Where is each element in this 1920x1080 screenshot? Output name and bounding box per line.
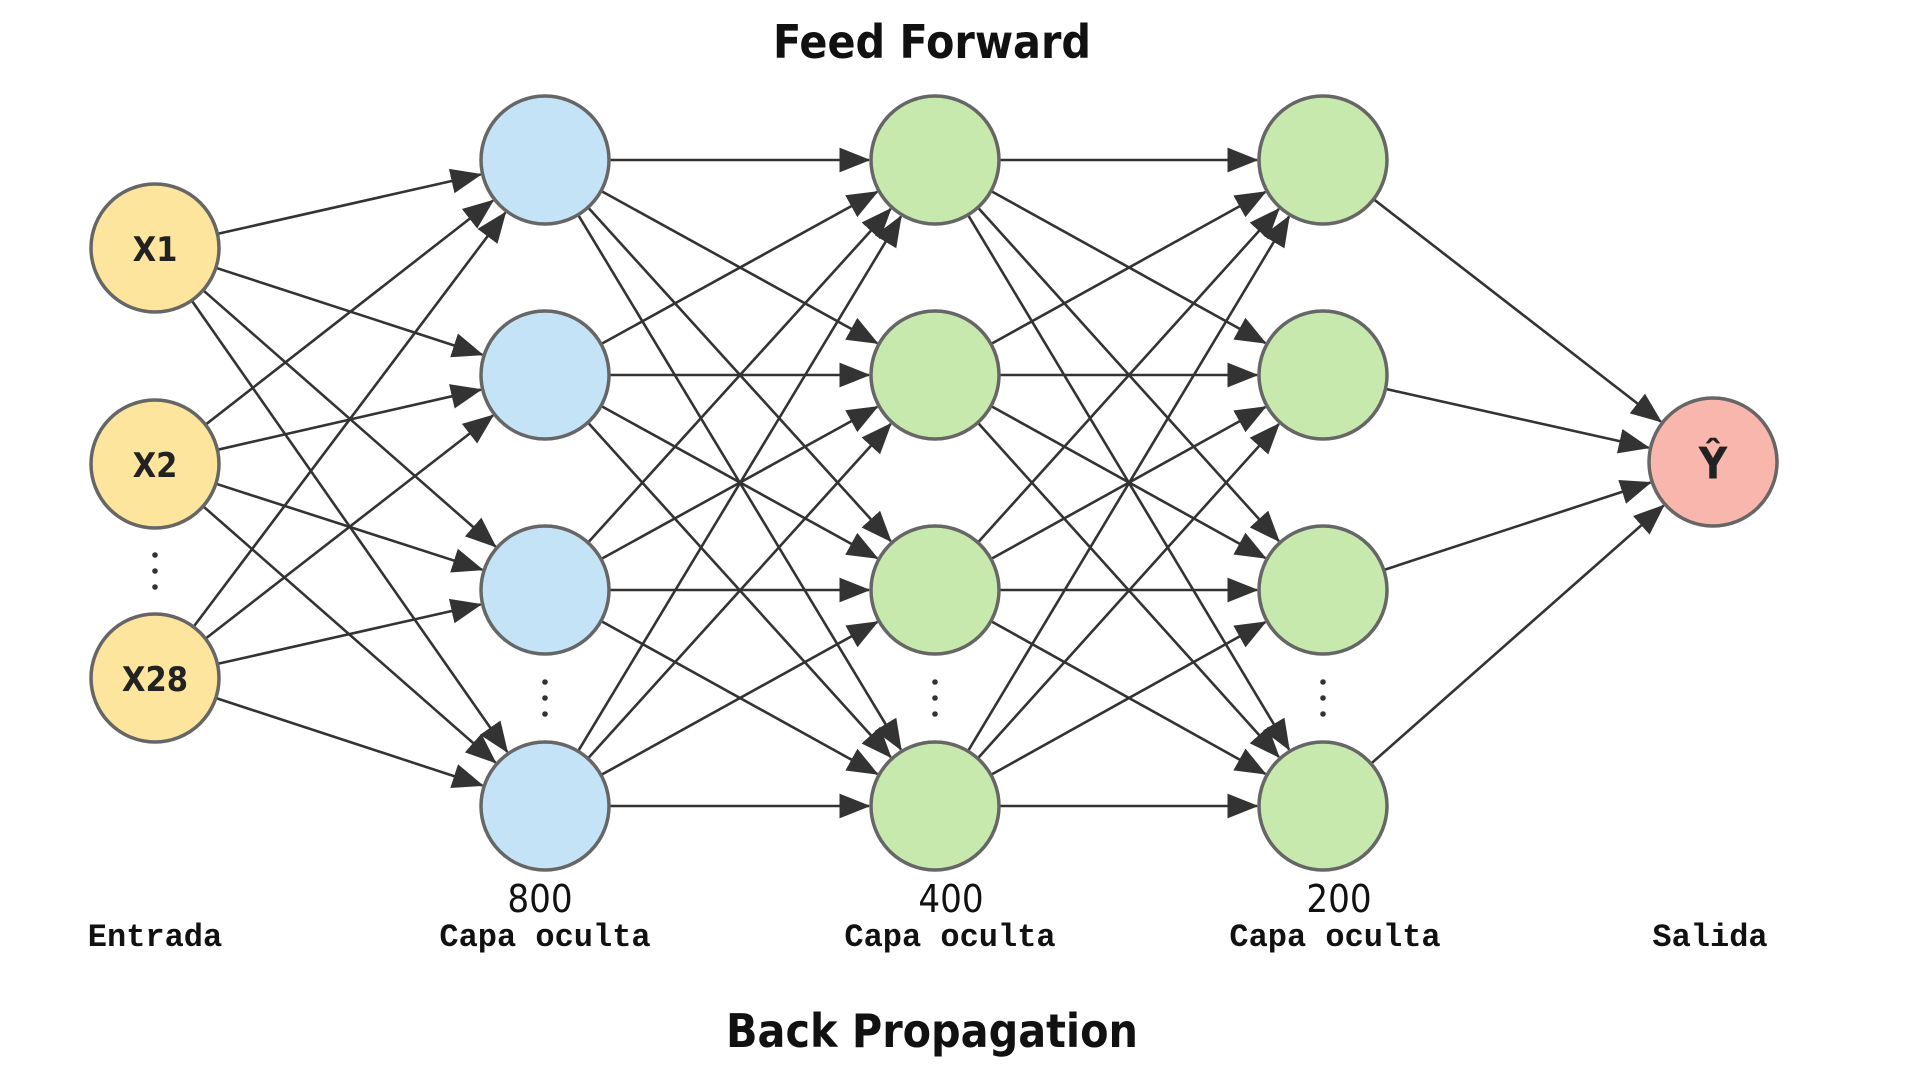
connection-arrow bbox=[976, 207, 1280, 544]
vertical-ellipsis-icon bbox=[1320, 679, 1326, 717]
connection-arrow bbox=[600, 620, 879, 777]
neuron-input bbox=[89, 398, 221, 530]
connection-arrow bbox=[990, 190, 1267, 346]
neuron-label: Ŷ bbox=[1698, 437, 1729, 490]
neuron-hidden-2 bbox=[869, 740, 1001, 872]
connection-arrow bbox=[217, 598, 483, 666]
connections bbox=[190, 147, 1665, 819]
neuron-label: X2 bbox=[133, 446, 178, 486]
neuron-hidden-2 bbox=[869, 309, 1001, 441]
connection-arrow bbox=[1370, 504, 1665, 765]
neuron-input bbox=[89, 612, 221, 744]
neuron-hidden-3 bbox=[1257, 740, 1389, 872]
connection-arrow bbox=[990, 620, 1267, 777]
connection-arrow bbox=[587, 207, 892, 544]
layer-hidden-2 bbox=[869, 94, 1001, 872]
layer-hidden-1 bbox=[479, 94, 611, 872]
layer-input: X1 X2 X28 bbox=[89, 182, 221, 744]
feed-forward-title: Feed Forward bbox=[773, 15, 1091, 69]
connection-arrow bbox=[1385, 387, 1651, 454]
neuron-hidden-1 bbox=[479, 309, 611, 441]
layer-output: Ŷ bbox=[1647, 396, 1779, 528]
neuron-output bbox=[1647, 396, 1779, 528]
vertical-ellipsis-icon bbox=[932, 679, 938, 717]
neuron-hidden-2 bbox=[869, 524, 1001, 656]
back-propagation-title: Back Propagation bbox=[726, 1004, 1138, 1058]
layer-name-label: Salida bbox=[1652, 919, 1767, 956]
connection-arrow bbox=[976, 422, 1280, 760]
layer-name-label: Capa oculta bbox=[1229, 919, 1440, 956]
connection-arrow bbox=[576, 215, 903, 752]
neuron-label: X1 bbox=[133, 230, 178, 270]
layer-name-label: Capa oculta bbox=[844, 919, 1055, 956]
layer-size-count: 400 bbox=[918, 877, 983, 921]
layer-name-label: Capa oculta bbox=[439, 919, 650, 956]
connection-arrow bbox=[204, 199, 495, 426]
layer-size-count: 200 bbox=[1306, 877, 1371, 921]
connection-arrow bbox=[600, 190, 879, 346]
neuron-label: X28 bbox=[122, 660, 188, 700]
connection-arrow bbox=[192, 211, 507, 628]
connection-arrow bbox=[215, 696, 484, 789]
layer-name-label: Entrada bbox=[88, 919, 222, 956]
neurons: X1 X2 X28 Ŷ bbox=[89, 94, 1779, 872]
neuron-hidden-3 bbox=[1257, 524, 1389, 656]
neuron-hidden-2 bbox=[869, 94, 1001, 226]
layer-size-count: 800 bbox=[507, 877, 572, 921]
connection-arrow bbox=[586, 422, 892, 760]
connection-arrow bbox=[217, 168, 483, 236]
connection-arrow bbox=[204, 414, 495, 640]
layer-hidden-3 bbox=[1257, 94, 1389, 872]
vertical-ellipsis-icon bbox=[542, 679, 548, 717]
neuron-hidden-3 bbox=[1257, 94, 1389, 226]
connection-arrow bbox=[1383, 479, 1652, 572]
neuron-hidden-1 bbox=[479, 740, 611, 872]
neuron-input bbox=[89, 182, 221, 314]
connection-arrow bbox=[966, 215, 1291, 752]
neuron-hidden-3 bbox=[1257, 309, 1389, 441]
neuron-hidden-1 bbox=[479, 524, 611, 656]
vertical-ellipsis-icon bbox=[152, 552, 158, 590]
neuron-hidden-1 bbox=[479, 94, 611, 226]
connection-arrow bbox=[1372, 198, 1663, 423]
